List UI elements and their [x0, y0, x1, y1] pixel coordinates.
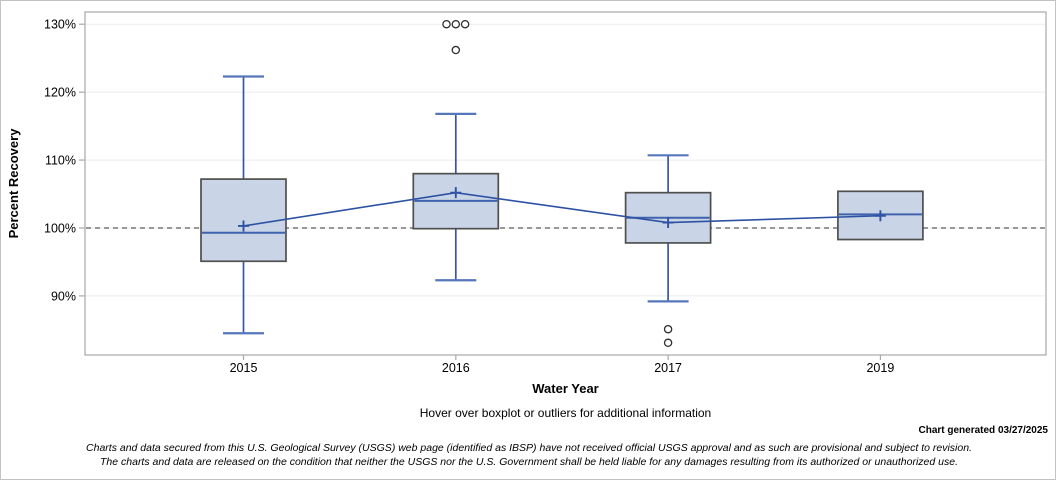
- outlier-point[interactable]: [460, 19, 470, 29]
- y-tick-label: 100%: [44, 221, 76, 235]
- x-tick-label: 2019: [866, 361, 894, 375]
- y-tick-label: 90%: [51, 289, 76, 303]
- outlier-point[interactable]: [451, 45, 461, 55]
- mean-marker: [450, 187, 462, 199]
- boxplot-2017[interactable]: [624, 154, 712, 303]
- y-axis-title: Percent Recovery: [6, 128, 21, 239]
- y-tick-label: 110%: [45, 154, 76, 168]
- outlier-point[interactable]: [451, 19, 461, 29]
- boxplot-chart: 130% 120% 110% 100% 90% 2015 2016 2017 2019 Perce…: [6, 11, 1047, 396]
- x-tick-label: 2017: [654, 361, 682, 375]
- boxplot-2016[interactable]: [412, 112, 500, 282]
- x-tick-label: 2016: [442, 361, 470, 375]
- plot-frame: [84, 11, 1047, 356]
- mean-marker: [874, 210, 886, 222]
- box-iqr[interactable]: [200, 178, 287, 263]
- usgs-disclaimer-line-2: The charts and data are released on the …: [100, 456, 958, 468]
- mean-connect-line: [243, 191, 881, 227]
- outlier-point[interactable]: [663, 324, 673, 334]
- outlier-point[interactable]: [663, 338, 673, 348]
- x-axis-title: Water Year: [532, 381, 599, 396]
- hover-instruction-text: Hover over boxplot or outliers for addit…: [419, 406, 712, 420]
- mean-marker: [238, 220, 249, 232]
- boxplot-2015[interactable]: [200, 75, 287, 335]
- usgs-disclaimer-line-1: Charts and data secured from this U.S. G…: [86, 442, 972, 454]
- mean-marker: [662, 217, 674, 229]
- y-tick-label: 130%: [44, 18, 76, 32]
- outlier-point[interactable]: [442, 19, 451, 29]
- y-tick-label: 120%: [44, 86, 76, 100]
- chart-generated-date: Chart generated 03/27/2025: [918, 425, 1048, 436]
- x-tick-label: 2015: [230, 361, 258, 375]
